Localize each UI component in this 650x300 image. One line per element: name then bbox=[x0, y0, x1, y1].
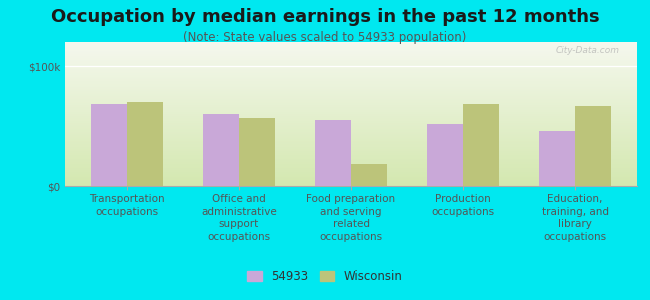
Legend: 54933, Wisconsin: 54933, Wisconsin bbox=[242, 266, 408, 288]
Bar bbox=[91, 104, 127, 186]
Bar bbox=[575, 106, 611, 186]
Bar bbox=[427, 124, 463, 186]
Bar bbox=[463, 104, 499, 186]
Bar bbox=[203, 114, 239, 186]
Bar bbox=[127, 102, 162, 186]
Bar bbox=[351, 164, 387, 186]
Bar bbox=[315, 120, 351, 186]
Text: City-Data.com: City-Data.com bbox=[556, 46, 620, 55]
Bar bbox=[540, 131, 575, 186]
Text: Occupation by median earnings in the past 12 months: Occupation by median earnings in the pas… bbox=[51, 8, 599, 26]
Text: (Note: State values scaled to 54933 population): (Note: State values scaled to 54933 popu… bbox=[183, 32, 467, 44]
Bar bbox=[239, 118, 275, 186]
